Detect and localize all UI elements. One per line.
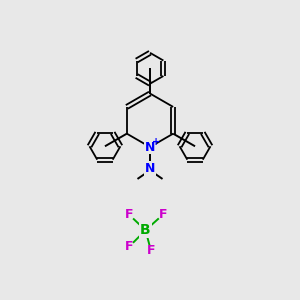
Text: N: N bbox=[145, 162, 155, 175]
Text: +: + bbox=[152, 137, 160, 147]
Text: N: N bbox=[145, 140, 155, 154]
Text: F: F bbox=[125, 208, 134, 221]
Text: B: B bbox=[140, 223, 151, 237]
Text: F: F bbox=[158, 208, 167, 221]
Text: F: F bbox=[147, 244, 155, 257]
Text: F: F bbox=[125, 240, 134, 253]
